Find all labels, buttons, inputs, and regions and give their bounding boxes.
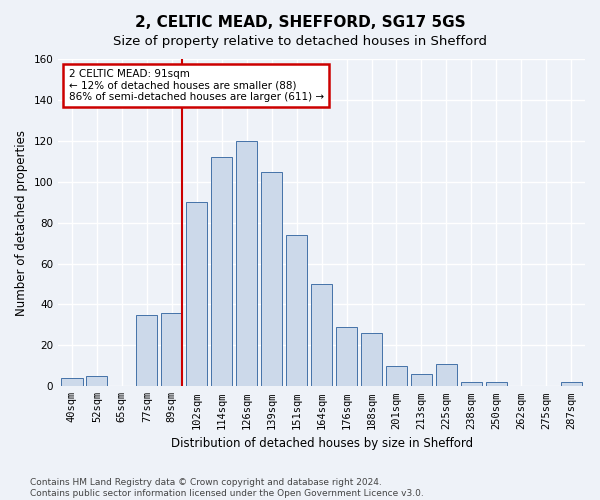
Text: 2, CELTIC MEAD, SHEFFORD, SG17 5GS: 2, CELTIC MEAD, SHEFFORD, SG17 5GS: [134, 15, 466, 30]
Bar: [186, 202, 208, 386]
Bar: [311, 284, 332, 386]
Bar: [161, 312, 182, 386]
X-axis label: Distribution of detached houses by size in Shefford: Distribution of detached houses by size …: [170, 437, 473, 450]
Bar: [61, 378, 83, 386]
Text: 2 CELTIC MEAD: 91sqm
← 12% of detached houses are smaller (88)
86% of semi-detac: 2 CELTIC MEAD: 91sqm ← 12% of detached h…: [69, 69, 324, 102]
Bar: [361, 333, 382, 386]
Bar: [386, 366, 407, 386]
Bar: [136, 314, 157, 386]
Y-axis label: Number of detached properties: Number of detached properties: [15, 130, 28, 316]
Bar: [486, 382, 507, 386]
Bar: [411, 374, 432, 386]
Text: Size of property relative to detached houses in Shefford: Size of property relative to detached ho…: [113, 35, 487, 48]
Text: Contains HM Land Registry data © Crown copyright and database right 2024.
Contai: Contains HM Land Registry data © Crown c…: [30, 478, 424, 498]
Bar: [236, 141, 257, 386]
Bar: [86, 376, 107, 386]
Bar: [336, 327, 357, 386]
Bar: [211, 157, 232, 386]
Bar: [436, 364, 457, 386]
Bar: [461, 382, 482, 386]
Bar: [261, 172, 282, 386]
Bar: [560, 382, 582, 386]
Bar: [286, 235, 307, 386]
